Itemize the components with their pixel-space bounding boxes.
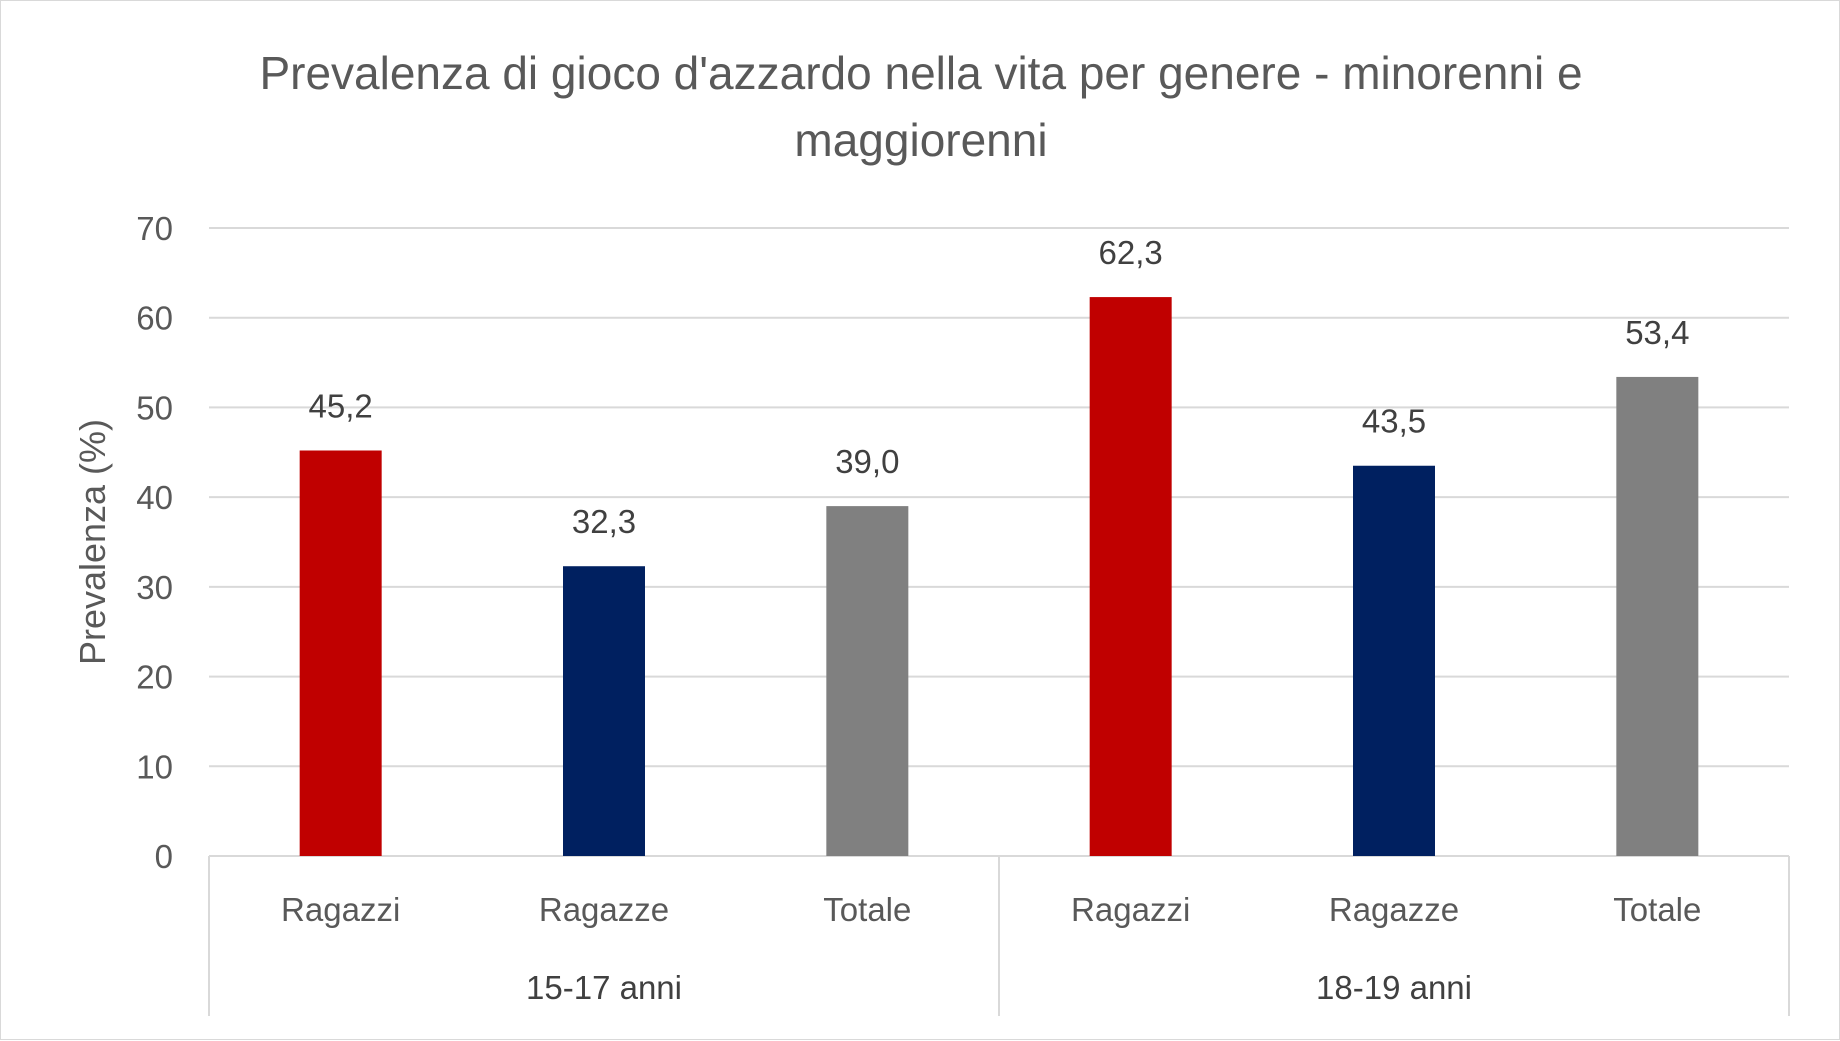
bar-ragazze-1 [563, 566, 645, 856]
bar-totale-2 [1616, 376, 1699, 856]
bar-ragazze-2 [1353, 465, 1435, 856]
data-label: 32,3 [572, 503, 636, 540]
category-label: Ragazze [539, 891, 669, 928]
data-label: 62,3 [1099, 234, 1163, 271]
bar-ragazzi-1 [299, 450, 382, 856]
y-tick-label: 20 [136, 659, 173, 696]
chart-title-line-2: maggiorenni [794, 114, 1047, 166]
data-label: 45,2 [309, 387, 373, 424]
y-axis-title: Prevalenza (%) [72, 419, 113, 665]
y-tick-label: 0 [155, 838, 173, 875]
data-labels: 45,2 32,3 39,0 62,3 43,5 53,4 [309, 234, 1690, 540]
bars [299, 297, 1699, 857]
bar-ragazzi-2 [1089, 297, 1172, 857]
y-tick-label: 40 [136, 479, 173, 516]
category-label: Ragazze [1329, 891, 1459, 928]
y-tick-labels: 0 10 20 30 40 50 60 70 [136, 210, 173, 875]
y-tick-label: 30 [136, 569, 173, 606]
gridlines [209, 227, 1789, 768]
category-label: Ragazzi [281, 891, 400, 928]
chart-title-line-1: Prevalenza di gioco d'azzardo nella vita… [259, 47, 1582, 99]
y-tick-label: 10 [136, 748, 173, 785]
category-label: Totale [823, 891, 911, 928]
bar-totale-1 [826, 506, 909, 856]
data-label: 53,4 [1625, 314, 1689, 351]
group-label: 18-19 anni [1316, 969, 1472, 1006]
category-labels: Ragazzi Ragazze Totale 15-17 anni Ragazzi Rag… [281, 891, 1701, 1006]
group-label: 15-17 anni [526, 969, 682, 1006]
category-label: Ragazzi [1071, 891, 1190, 928]
y-tick-label: 70 [136, 210, 173, 247]
category-label: Totale [1613, 891, 1701, 928]
category-axis [208, 855, 1790, 1016]
y-tick-label: 60 [136, 300, 173, 337]
data-label: 43,5 [1362, 403, 1426, 440]
data-label: 39,0 [835, 443, 899, 480]
y-tick-label: 50 [136, 389, 173, 426]
